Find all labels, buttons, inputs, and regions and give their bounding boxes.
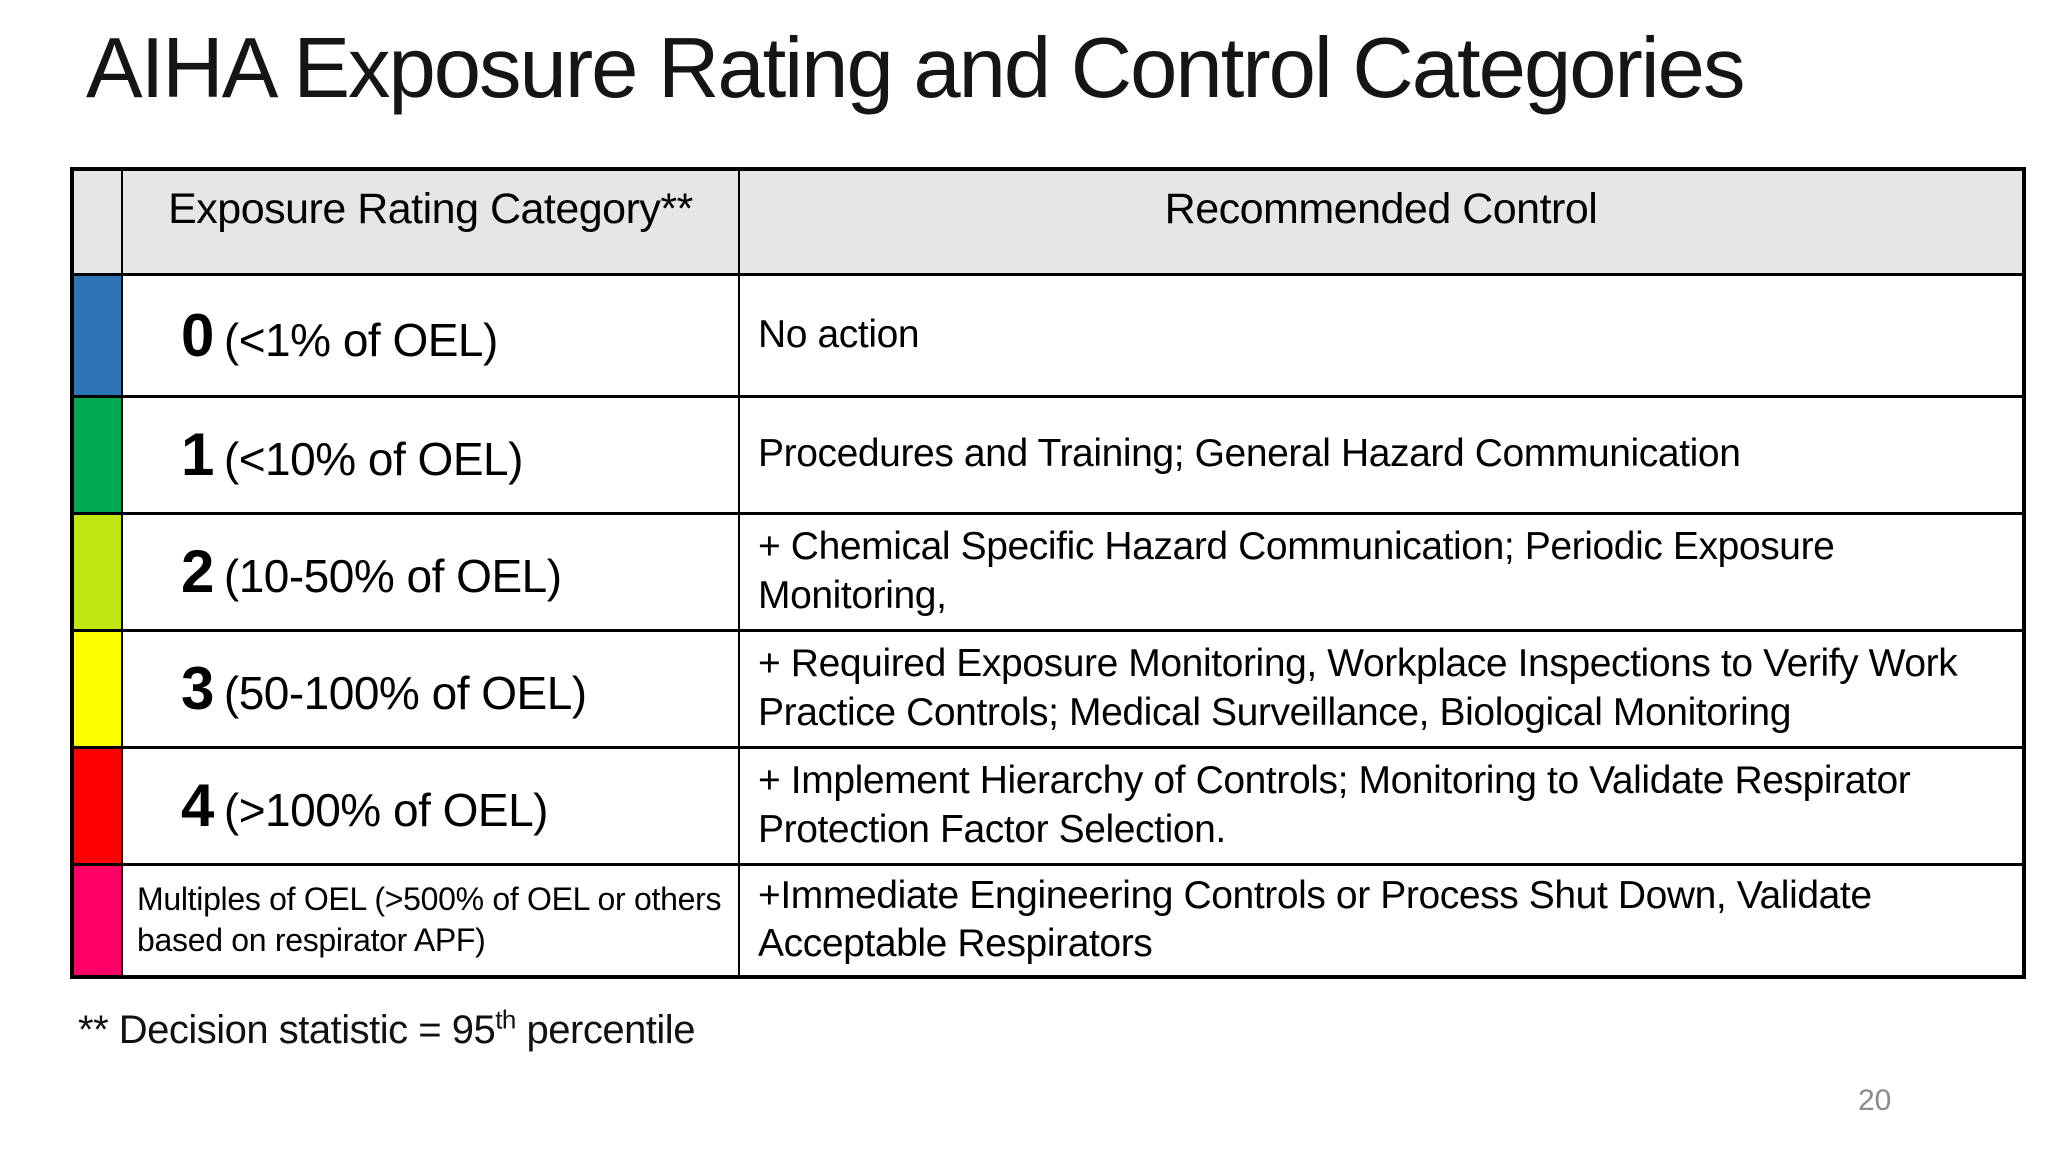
rating-number: 3 [181, 655, 214, 722]
color-swatch-yellow-green [71, 511, 123, 632]
color-swatch-red [71, 745, 123, 866]
color-swatch-green [71, 394, 123, 515]
table-row: 2 (10-50% of OEL) + Chemical Specific Haz… [71, 511, 2025, 632]
category-cell: Multiples of OEL (>500% of OEL or others… [121, 862, 740, 979]
footnote-suffix: percentile [515, 1008, 696, 1052]
table-header-row: Exposure Rating Category** Recommended C… [71, 167, 2025, 276]
footnote-prefix: ** Decision statistic = 95 [78, 1008, 496, 1052]
swatch-column-header-cell [71, 167, 123, 276]
control-cell: Procedures and Training; General Hazard … [738, 394, 2025, 515]
exposure-rating-table: Exposure Rating Category** Recommended C… [70, 167, 2026, 979]
table-row: Multiples of OEL (>500% of OEL or others… [71, 862, 2025, 979]
color-swatch-pink [71, 862, 123, 979]
rating-range: (<1% of OEL) [223, 313, 498, 366]
slide-title: AIHA Exposure Rating and Control Categor… [86, 21, 1745, 116]
rating-number: 0 [181, 301, 214, 369]
category-cell: 1 (<10% of OEL) [121, 394, 740, 515]
rating-range: (50-100% of OEL) [223, 667, 587, 719]
rating-range: (<10% of OEL) [223, 433, 524, 485]
table-row: 4 (>100% of OEL) + Implement Hierarchy of… [71, 745, 2025, 866]
color-swatch-yellow [71, 628, 123, 749]
category-cell: 4 (>100% of OEL) [121, 745, 740, 866]
rating-number: 2 [181, 538, 214, 605]
control-cell: +Immediate Engineering Controls or Proce… [738, 862, 2025, 979]
rating-range: (10-50% of OEL) [223, 550, 562, 602]
control-cell: + Implement Hierarchy of Controls; Monit… [738, 745, 2025, 866]
control-cell: + Required Exposure Monitoring, Workplac… [738, 628, 2025, 749]
rating-range: Multiples of OEL (>500% of OEL or others… [137, 880, 722, 959]
table-row: 3 (50-100% of OEL) + Required Exposure Mo… [71, 628, 2025, 749]
footnote: ** Decision statistic = 95th percentile [78, 1004, 696, 1053]
control-column-header: Recommended Control [738, 167, 2025, 276]
rating-range: (>100% of OEL) [223, 784, 549, 836]
category-cell: 2 (10-50% of OEL) [121, 511, 740, 632]
category-column-header: Exposure Rating Category** [121, 167, 740, 276]
category-cell: 3 (50-100% of OEL) [121, 628, 740, 749]
color-swatch-blue [71, 272, 123, 398]
rating-number: 4 [181, 772, 214, 839]
footnote-superscript: th [495, 1004, 516, 1035]
table-row: 1 (<10% of OEL) Procedures and Training; … [71, 394, 2025, 515]
page-number: 20 [1858, 1084, 1892, 1117]
table-row: 0 (<1% of OEL) No action [71, 272, 2025, 398]
category-cell: 0 (<1% of OEL) [121, 272, 740, 398]
control-cell: + Chemical Specific Hazard Communication… [738, 511, 2025, 632]
control-cell: No action [738, 272, 2025, 398]
rating-number: 1 [181, 421, 214, 488]
